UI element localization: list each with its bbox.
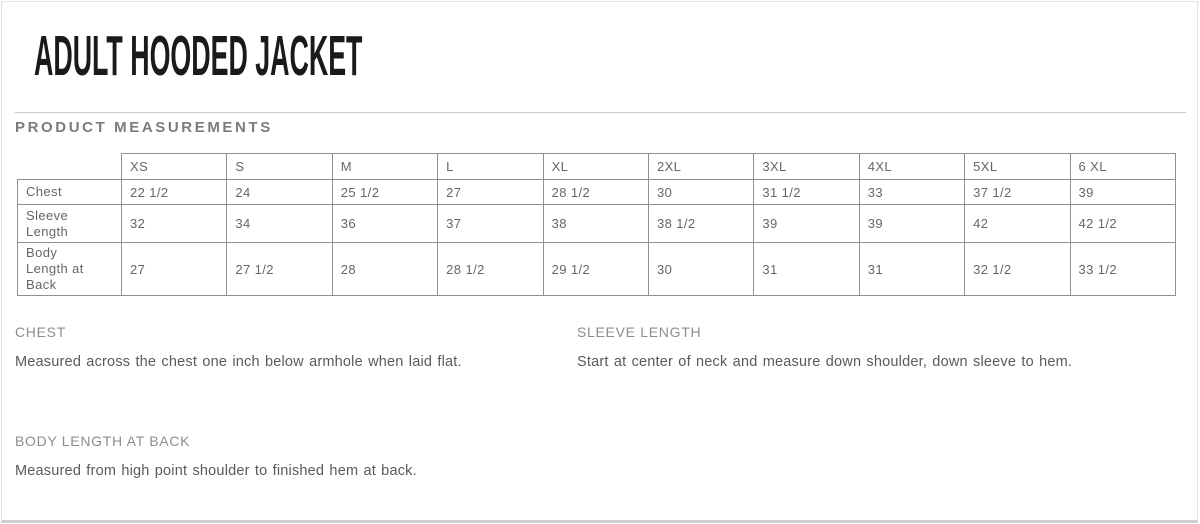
sleeve-xl: 38 <box>542 204 649 243</box>
size-header-6xl: 6 XL <box>1069 153 1177 180</box>
chest-definition-heading: CHEST <box>15 324 66 340</box>
body-length-definition-heading: BODY LENGTH AT BACK <box>15 433 191 449</box>
sleeve-3xl: 39 <box>753 204 860 243</box>
bodylen-s: 27 1/2 <box>226 242 333 296</box>
sleeve-4xl: 39 <box>858 204 966 243</box>
chest-definition: CHEST Measured across the chest one inch… <box>15 324 565 376</box>
row-label-chest: Chest <box>17 179 122 205</box>
size-header-l: L <box>437 153 544 180</box>
size-header-5xl: 5XL <box>964 153 1071 180</box>
table-row-chest: Chest 22 1/2 24 25 1/2 27 28 1/2 30 31 1… <box>17 179 1177 205</box>
sleeve-xs: 32 <box>120 204 228 243</box>
sleeve-length-definition: SLEEVE LENGTH Start at center of neck an… <box>577 324 1082 376</box>
title-divider <box>15 112 1186 113</box>
size-header-s: S <box>226 153 333 180</box>
size-header-3xl: 3XL <box>753 153 860 180</box>
row-label-body-length: Body Length at Back <box>17 242 122 296</box>
body-length-definition: BODY LENGTH AT BACK Measured from high p… <box>15 433 575 485</box>
bodylen-4xl: 31 <box>858 242 966 296</box>
bodylen-2xl: 30 <box>647 242 755 296</box>
bodylen-xl: 29 1/2 <box>542 242 649 296</box>
bodylen-5xl: 32 1/2 <box>964 242 1071 296</box>
product-title: ADULT HOODED JACKET <box>34 28 733 85</box>
sleeve-s: 34 <box>226 204 333 243</box>
sleeve-l: 37 <box>437 204 544 243</box>
row-label-sleeve-length: Sleeve Length <box>17 204 122 243</box>
chest-5xl: 37 1/2 <box>964 179 1071 205</box>
chest-l: 27 <box>437 179 544 205</box>
sleeve-2xl: 38 1/2 <box>647 204 755 243</box>
sleeve-length-definition-heading: SLEEVE LENGTH <box>577 324 702 340</box>
chest-2xl: 30 <box>647 179 755 205</box>
sleeve-length-definition-text: Start at center of neck and measure down… <box>577 354 1073 370</box>
product-measurements-heading: PRODUCT MEASUREMENTS <box>15 119 273 136</box>
sleeve-m: 36 <box>331 204 439 243</box>
corner-cell <box>18 154 122 180</box>
size-header-4xl: 4XL <box>858 153 966 180</box>
sleeve-5xl: 42 <box>964 204 1071 243</box>
chest-s: 24 <box>226 179 333 205</box>
size-header-m: M <box>331 153 439 180</box>
product-title-text: ADULT HOODED JACKET <box>34 24 363 88</box>
bodylen-6xl: 33 1/2 <box>1069 242 1177 296</box>
table-row-sleeve-length: Sleeve Length 32 34 36 37 38 38 1/2 39 3… <box>17 204 1177 243</box>
size-header-row: XS S M L XL 2XL 3XL 4XL 5XL 6 XL <box>18 153 1177 180</box>
bodylen-xs: 27 <box>120 242 228 296</box>
measurements-table: XS S M L XL 2XL 3XL 4XL 5XL 6 XL Chest 2… <box>17 153 1177 296</box>
size-header-xl: XL <box>542 153 649 180</box>
chest-3xl: 31 1/2 <box>753 179 860 205</box>
sleeve-6xl: 42 1/2 <box>1069 204 1177 243</box>
chest-definition-text: Measured across the chest one inch below… <box>15 354 462 370</box>
bodylen-m: 28 <box>331 242 439 296</box>
size-header-xs: XS <box>120 153 228 180</box>
bodylen-l: 28 1/2 <box>437 242 544 296</box>
chest-xs: 22 1/2 <box>120 179 228 205</box>
chest-6xl: 39 <box>1069 179 1177 205</box>
size-header-2xl: 2XL <box>647 153 755 180</box>
body-length-definition-text: Measured from high point shoulder to fin… <box>15 463 417 479</box>
table-row-body-length: Body Length at Back 27 27 1/2 28 28 1/2 … <box>17 242 1177 296</box>
bodylen-3xl: 31 <box>753 242 860 296</box>
chest-4xl: 33 <box>858 179 966 205</box>
chest-xl: 28 1/2 <box>542 179 649 205</box>
chest-m: 25 1/2 <box>331 179 439 205</box>
